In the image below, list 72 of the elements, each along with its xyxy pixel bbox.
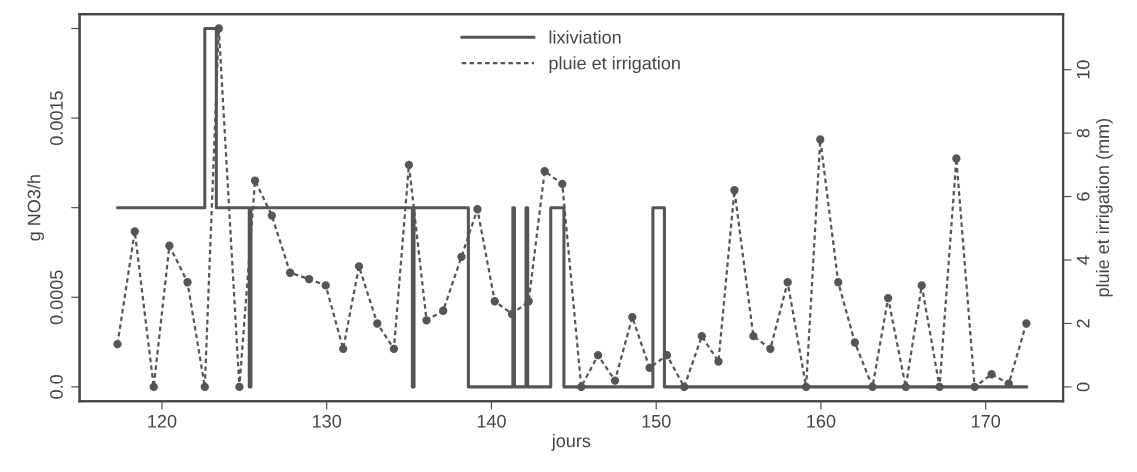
- point: [987, 370, 996, 379]
- point: [214, 24, 223, 33]
- point: [457, 252, 466, 262]
- point: [883, 293, 893, 303]
- point: [697, 332, 706, 341]
- point: [935, 382, 944, 392]
- point: [558, 179, 567, 189]
- point: [540, 167, 549, 176]
- point: [834, 278, 843, 287]
- point: [149, 382, 158, 392]
- point: [816, 135, 825, 144]
- point: [766, 344, 775, 354]
- x-tick-label: 170: [971, 414, 1001, 428]
- x-tick-label: 130: [313, 414, 342, 428]
- point: [801, 382, 811, 392]
- y2-tick-label: 6: [1076, 192, 1090, 201]
- point: [490, 297, 499, 306]
- point: [730, 186, 739, 195]
- point: [901, 382, 910, 392]
- point: [439, 306, 448, 315]
- y-tick-label: 0.0015: [50, 91, 63, 145]
- x-tick-label: 150: [642, 414, 671, 428]
- point: [473, 205, 482, 214]
- point: [422, 316, 431, 325]
- point: [235, 382, 244, 392]
- y2-tick-label: 2: [1076, 319, 1090, 328]
- point: [339, 344, 348, 354]
- point: [593, 351, 603, 360]
- y-axis-title: g NO3/h: [27, 175, 45, 241]
- point: [917, 281, 926, 290]
- y-tick-label: 0.0: [50, 375, 63, 399]
- y2-tick-label: 0: [1076, 382, 1090, 392]
- point: [507, 309, 517, 319]
- x-tick-label: 120: [148, 414, 177, 428]
- point: [130, 227, 139, 236]
- point: [183, 278, 192, 287]
- point: [680, 382, 689, 392]
- point: [714, 357, 723, 366]
- point: [662, 351, 672, 360]
- point: [321, 281, 330, 290]
- x-axis-title: jours: [551, 434, 591, 451]
- y2-tick-label: 8: [1076, 128, 1090, 138]
- point: [783, 278, 792, 287]
- point: [285, 268, 295, 277]
- point: [868, 382, 877, 392]
- point: [165, 241, 174, 250]
- point: [404, 160, 414, 170]
- point: [850, 338, 860, 347]
- x-tick-label: 140: [477, 414, 506, 428]
- x-tick-label: 160: [807, 414, 836, 428]
- point: [389, 344, 399, 354]
- point: [577, 382, 586, 392]
- point: [524, 297, 533, 306]
- point: [267, 211, 277, 220]
- point: [304, 274, 314, 284]
- point: [250, 176, 260, 185]
- point: [373, 319, 382, 328]
- y2-tick-label: 4: [1076, 255, 1090, 265]
- point: [628, 312, 637, 322]
- y2-tick-label: 10: [1076, 60, 1090, 79]
- y2-axis-title: pluie et irrigation (mm): [1095, 118, 1113, 297]
- legend-label: lixiviation: [549, 30, 621, 44]
- y-tick-label: 0.0005: [50, 270, 63, 325]
- point: [610, 376, 620, 385]
- point: [952, 154, 961, 163]
- point: [200, 382, 209, 392]
- point: [354, 262, 364, 271]
- point: [1022, 319, 1031, 328]
- point: [113, 339, 122, 349]
- point: [970, 382, 979, 392]
- point: [749, 332, 758, 341]
- legend-label: pluie et irrigation: [549, 56, 680, 74]
